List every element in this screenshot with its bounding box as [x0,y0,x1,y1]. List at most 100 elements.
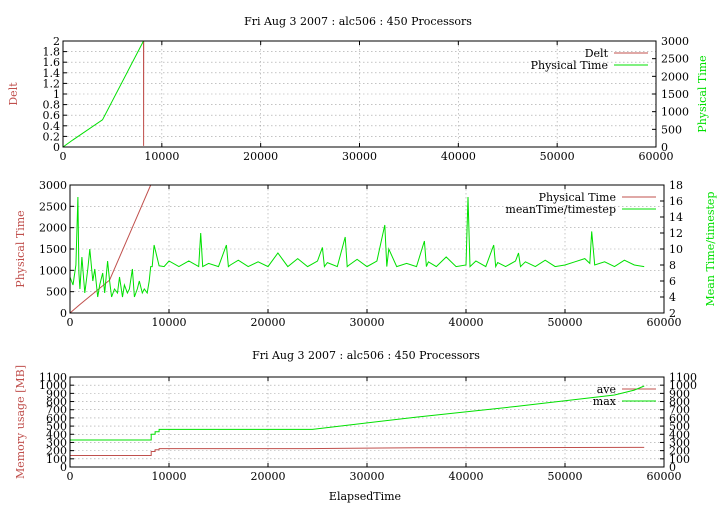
panel2-y-tick-label: 1000 [39,264,67,277]
panel3-y2-tick-label: 500 [669,420,690,433]
panel3-y2-tick-label: 1000 [669,379,697,392]
panel2-y2-tick-label: 10 [669,243,683,256]
panel3-y2-tick-label: 900 [669,387,690,400]
panel1-y-tick-label: 0.6 [43,109,61,122]
panel2-y2-tick-label: 12 [669,227,683,240]
panel3-x-tick-label: 20000 [251,470,286,483]
panel2-x-tick-label: 60000 [647,316,682,329]
panel1-x-tick-label: 40000 [441,150,476,163]
panel2-x-tick-label: 50000 [548,316,583,329]
panel1-y2-axis-label: Physical Time [696,55,709,132]
panel2-y-tick-label: 0 [60,307,67,320]
panel3-y-tick-label: 300 [46,436,67,449]
panel2-y2-tick-label: 8 [669,259,676,272]
panel3-x-tick-label: 60000 [647,470,682,483]
panel2-x-tick-label: 30000 [350,316,385,329]
panel1-y-tick-label: 0.4 [43,120,61,133]
panel2-y2-tick-label: 6 [669,275,676,288]
panel3-y-tick-label: 400 [46,428,67,441]
panel3-x-tick-label: 50000 [548,470,583,483]
chart-title-bottom: Fri Aug 3 2007 : alc506 : 450 Processors [252,349,480,362]
panel1-y-tick-label: 1 [53,88,60,101]
panel2-x-tick-label: 0 [67,316,74,329]
panel3-y2-tick-label: 800 [669,396,690,409]
chart-title-top: Fri Aug 3 2007 : alc506 : 450 Processors [244,15,472,28]
panel3-y2-tick-label: 600 [669,412,690,425]
panel2-x-tick-label: 10000 [152,316,187,329]
panel3-series-a-line [70,446,645,456]
panel3-y2-tick-label: 200 [669,445,690,458]
panel1-x-tick-label: 10000 [144,150,179,163]
panel2-y-tick-label: 2500 [39,200,67,213]
panel3-x-tick-label: 40000 [449,470,484,483]
panel1-y-tick-label: 0 [53,141,60,154]
panel1-y-tick-label: 1.8 [43,46,61,59]
panel2-legend-label: Physical Time [539,191,616,204]
panel2-y-tick-label: 1500 [39,243,67,256]
panel3-series-b-line [70,385,645,441]
panel3-y-tick-label: 700 [46,404,67,417]
panel3-legend-label: max [593,395,617,408]
panel3-y-tick-label: 1000 [39,379,67,392]
panel1-y2-tick-label: 2500 [661,53,689,66]
panel3-y2-tick-label: 700 [669,404,690,417]
panel1-legend-label: Physical Time [531,59,608,72]
panel3-y-tick-label: 100 [46,453,67,466]
panel2-y-tick-label: 500 [46,286,67,299]
panel1-y-tick-label: 1.4 [43,67,61,80]
panel3-y2-tick-label: 0 [669,461,676,474]
panel1-y-tick-label: 1.6 [43,56,61,69]
panel1-x-tick-label: 0 [60,150,67,163]
panel2-legend-label: meanTime/timestep [505,203,616,216]
panel1-y2-tick-label: 1000 [661,106,689,119]
panel2-x-tick-label: 20000 [251,316,286,329]
panel2-y2-tick-label: 18 [669,179,683,192]
panel3-y-tick-label: 600 [46,412,67,425]
panel1-y2-tick-label: 1500 [661,88,689,101]
panel1-legend-label: Delt [585,47,609,60]
panel3-y-tick-label: 900 [46,387,67,400]
panel2-y-axis-label: Physical Time [14,210,27,287]
panel2-y-tick-label: 2000 [39,222,67,235]
panel2-plot-frame [69,184,665,314]
panel3-y-tick-label: 0 [60,461,67,474]
panel3-legend-label: ave [597,383,616,396]
panel1-y2-tick-label: 500 [661,123,682,136]
panel3-x-tick-label: 10000 [152,470,187,483]
panel3-y-tick-label: 1100 [39,371,67,384]
x-axis-label: ElapsedTime [329,490,401,503]
panel3-y2-tick-label: 300 [669,436,690,449]
panel3-y-tick-label: 800 [46,396,67,409]
panel2-x-tick-label: 40000 [449,316,484,329]
panel2-y-tick-label: 3000 [39,179,67,192]
panel1-y2-tick-label: 2000 [661,70,689,83]
panel1-y-tick-label: 0.8 [43,99,61,112]
panel1-x-tick-label: 20000 [243,150,278,163]
panel2-y2-tick-label: 16 [669,195,683,208]
panel3-x-tick-label: 0 [67,470,74,483]
panel3-plot-frame [69,376,665,468]
panel2-y2-tick-label: 4 [669,291,676,304]
panel1-x-tick-label: 30000 [342,150,377,163]
panel1-y2-tick-label: 3000 [661,35,689,48]
panel3-y2-tick-label: 400 [669,428,690,441]
panel1-y-axis-label: Delt [7,82,20,106]
panel3-y2-tick-label: 1100 [669,371,697,384]
panel3-y-tick-label: 200 [46,445,67,458]
panel1-x-tick-label: 60000 [639,150,674,163]
panel2-y2-tick-label: 14 [669,211,683,224]
panel1-y-tick-label: 0.2 [43,130,61,143]
panel1-plot-frame [62,40,657,148]
panel3-y-tick-label: 500 [46,420,67,433]
panel2-y2-axis-label: Mean Time/timestep [704,192,717,307]
panel3-x-tick-label: 30000 [350,470,385,483]
panel3-y-axis-label: Memory usage [MB] [14,365,27,479]
panel1-series-a-line [143,40,656,146]
panel2-series-b-line [69,196,645,298]
panel2-y2-tick-label: 2 [669,307,676,320]
panel3-y2-tick-label: 100 [669,453,690,466]
panel1-y-tick-label: 1.2 [43,77,61,90]
panel1-x-tick-label: 50000 [540,150,575,163]
